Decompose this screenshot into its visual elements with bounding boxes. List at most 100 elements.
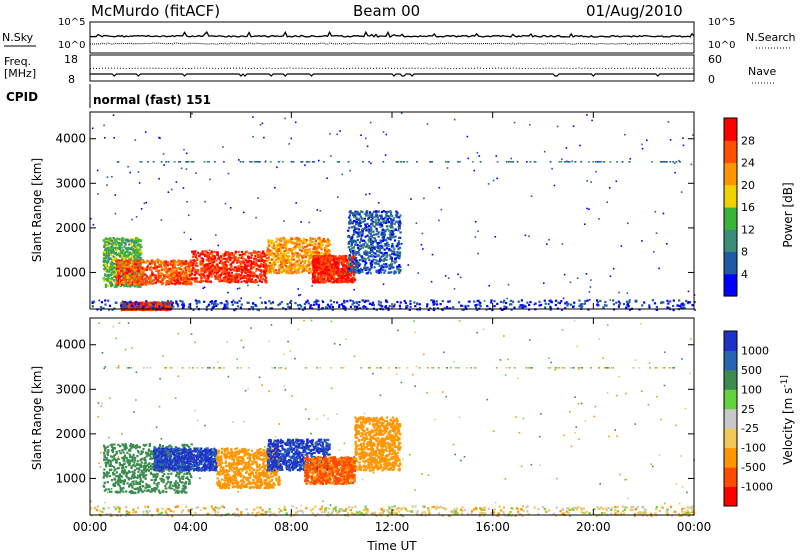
- scatter-cell: [217, 266, 220, 269]
- scatter-cell: [121, 258, 124, 261]
- scatter-cell: [195, 277, 198, 280]
- scatter-cell: [359, 269, 363, 272]
- scatter-cell: [382, 266, 385, 269]
- noise-cell: [180, 167, 183, 170]
- scatter-cell: [312, 271, 315, 274]
- noise-cell: [131, 218, 133, 221]
- scatter-cell: [229, 276, 232, 279]
- scatter-cell: [307, 258, 310, 261]
- scatter-cell: [130, 270, 133, 273]
- scatter-cell: [302, 265, 305, 268]
- scatter-cell: [211, 264, 214, 267]
- scatter-cell: [273, 252, 276, 256]
- scatter-cell: [325, 265, 328, 268]
- scatter-cell: [370, 259, 374, 263]
- noise-cell: [487, 183, 490, 185]
- noise-cell: [135, 216, 138, 218]
- scatter-cell: [104, 269, 107, 272]
- frequency-panel: Freq. [MHz] 18 8 60 0 Nave: [4, 53, 776, 86]
- noise-cell: [145, 201, 147, 204]
- scatter-cell: [122, 252, 125, 255]
- noise-cell: [415, 222, 418, 224]
- scatter-cell: [266, 248, 269, 251]
- scatter-cell: [173, 272, 176, 275]
- scatter-cell: [129, 265, 132, 268]
- scatter-cell: [357, 251, 360, 254]
- scatter-cell: [230, 257, 234, 260]
- scatter-cell: [132, 267, 135, 270]
- scatter-cell: [305, 267, 308, 270]
- scatter-cell: [393, 248, 396, 251]
- noise-cell: [195, 172, 197, 174]
- scatter-cell: [121, 252, 124, 255]
- scatter-cell: [374, 221, 377, 224]
- scatter-cell: [371, 244, 374, 247]
- scatter-cell: [119, 264, 122, 267]
- streak-cell: [567, 161, 569, 163]
- scatter-cell: [230, 279, 233, 282]
- noise-cell: [276, 166, 278, 169]
- scatter-cell: [217, 257, 220, 261]
- scatter-cell: [318, 268, 321, 271]
- noise-cell: [609, 275, 612, 278]
- scatter-cell: [396, 268, 399, 271]
- scatter-cell: [117, 252, 120, 256]
- noise-cell: [453, 288, 456, 290]
- frequency-trace: [90, 73, 694, 77]
- scatter-cell: [103, 244, 106, 247]
- scatter-cell: [260, 256, 263, 259]
- scatter-cell: [301, 264, 304, 267]
- scatter-cell: [188, 274, 192, 277]
- scatter-cell: [369, 237, 372, 241]
- scatter-cell: [207, 274, 210, 277]
- scatter-cell: [347, 246, 350, 249]
- scatter-cell: [157, 275, 160, 278]
- scatter-cell: [355, 217, 358, 220]
- scatter-cell: [281, 244, 284, 247]
- scatter-cell: [301, 255, 304, 258]
- scatter-cell: [135, 259, 138, 262]
- scatter-cell: [389, 210, 392, 213]
- scatter-cell: [246, 278, 249, 281]
- scatter-cell: [242, 274, 245, 277]
- scatter-cell: [157, 273, 160, 276]
- scatter-cell: [352, 256, 355, 260]
- scatter-cell: [300, 266, 303, 270]
- scatter-cell: [354, 227, 357, 230]
- scatter-cell: [127, 256, 130, 259]
- scatter-cell: [383, 263, 386, 266]
- noise-cell: [382, 283, 385, 286]
- streak-cell: [660, 161, 663, 163]
- scatter-cell: [174, 283, 177, 286]
- scatter-cell: [123, 262, 126, 265]
- scatter-cell: [274, 258, 277, 262]
- scatter-cell: [104, 283, 107, 286]
- scatter-cell: [336, 278, 339, 281]
- scatter-cell: [113, 284, 116, 287]
- scatter-cell: [131, 264, 134, 267]
- scatter-cell: [371, 250, 374, 253]
- scatter-cell: [351, 267, 354, 270]
- scatter-cell: [164, 273, 167, 276]
- scatter-cell: [383, 244, 386, 247]
- scatter-cell: [289, 265, 292, 268]
- scatter-cell: [251, 271, 254, 274]
- scatter-cell: [214, 269, 217, 273]
- noise-cell: [144, 131, 147, 133]
- scatter-cell: [319, 271, 322, 274]
- scatter-cell: [122, 272, 125, 275]
- scatter-cell: [176, 267, 179, 270]
- scatter-cell: [160, 260, 163, 263]
- scatter-cell: [353, 251, 356, 254]
- scatter-cell: [107, 280, 110, 283]
- noise-cell: [444, 275, 447, 277]
- scatter-cell: [333, 270, 336, 273]
- scatter-cell: [118, 242, 121, 245]
- scatter-cell: [125, 276, 128, 279]
- scatter-cell: [133, 274, 136, 277]
- scatter-cell: [289, 270, 292, 273]
- scatter-cell: [266, 253, 269, 256]
- scatter-cell: [305, 245, 308, 248]
- streak-cell: [509, 161, 512, 163]
- scatter-cell: [216, 253, 219, 256]
